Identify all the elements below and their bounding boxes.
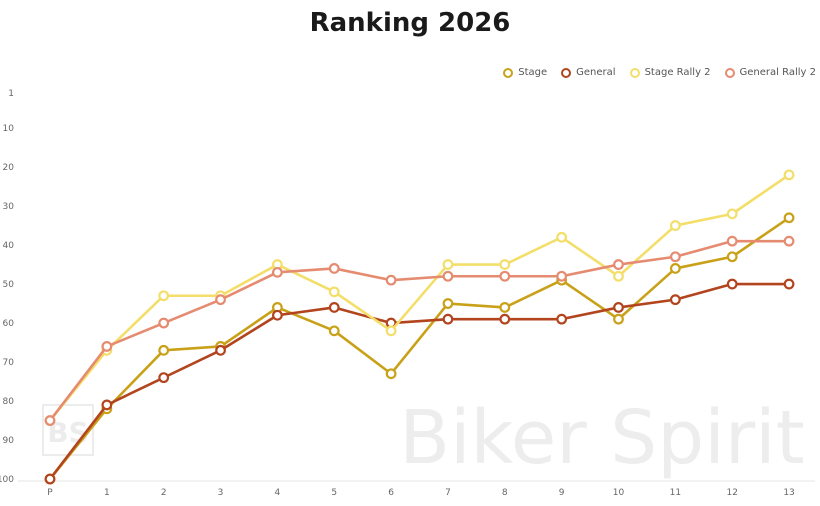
data-point[interactable] (385, 274, 397, 286)
data-point[interactable] (442, 259, 454, 270)
data-point[interactable] (613, 259, 624, 270)
legend-marker-icon (724, 67, 735, 78)
data-point[interactable] (556, 270, 568, 282)
data-point[interactable] (101, 341, 113, 352)
series-line (48, 173, 790, 422)
data-point[interactable] (499, 259, 511, 270)
data-point[interactable] (669, 294, 681, 306)
legend-label: Stage Rally 2 (644, 67, 711, 78)
data-point[interactable] (669, 251, 681, 263)
watermark-brand: Biker Spirit (399, 395, 805, 481)
y-tick-label: 60 (3, 319, 15, 329)
legend-item[interactable]: General (561, 67, 616, 78)
data-point[interactable] (328, 286, 340, 298)
y-tick-label: 80 (3, 397, 15, 407)
chart-title: Ranking 2026 (309, 8, 511, 38)
data-point[interactable] (442, 298, 454, 309)
y-tick-label: 100 (0, 475, 14, 485)
watermark: BS Biker Spirit (42, 395, 805, 481)
data-point[interactable] (726, 251, 738, 263)
data-point[interactable] (499, 302, 511, 313)
data-point[interactable] (613, 313, 624, 325)
data-point[interactable] (158, 372, 170, 384)
y-tick-label: 40 (3, 241, 15, 251)
y-tick-label: 10 (3, 124, 15, 134)
data-point[interactable] (272, 266, 283, 278)
data-point[interactable] (44, 415, 56, 426)
data-point[interactable] (669, 220, 681, 231)
data-point[interactable] (499, 313, 511, 325)
data-point[interactable] (783, 212, 795, 224)
data-point[interactable] (215, 294, 226, 306)
data-point[interactable] (726, 278, 738, 290)
x-tick-label: P (47, 488, 53, 498)
y-tick-label: 90 (3, 436, 15, 446)
data-point[interactable] (385, 325, 397, 337)
data-point[interactable] (328, 302, 340, 313)
y-tick-label: 30 (3, 202, 15, 212)
data-point[interactable] (499, 270, 511, 282)
data-point[interactable] (442, 270, 454, 282)
data-point[interactable] (613, 302, 624, 313)
x-tick-label: 2 (161, 488, 167, 498)
legend-label: Stage (518, 67, 548, 78)
x-tick-label: 10 (613, 488, 625, 498)
y-tick-label: 70 (3, 358, 15, 368)
x-tick-label: 13 (783, 488, 794, 498)
data-point[interactable] (328, 325, 340, 337)
data-point[interactable] (272, 309, 283, 321)
data-point[interactable] (101, 399, 113, 411)
legend-item[interactable]: Stage (503, 67, 547, 78)
data-point[interactable] (328, 263, 340, 274)
legend-item[interactable]: General Rally 2 (724, 67, 816, 78)
legend-marker-icon (629, 67, 640, 78)
x-tick-label: 11 (670, 488, 681, 498)
series-general-rally-2 (44, 235, 795, 426)
chart-legend: Stage General Stage Rally 2 General Rally 2 (503, 67, 816, 78)
data-point[interactable] (783, 235, 795, 247)
data-point[interactable] (442, 313, 454, 325)
data-point[interactable] (613, 270, 624, 282)
legend-label: General Rally 2 (739, 67, 816, 78)
data-point[interactable] (669, 263, 681, 274)
x-tick-label: 12 (726, 488, 737, 498)
legend-marker-icon (503, 67, 514, 78)
x-tick-label: 7 (445, 488, 451, 498)
y-tick-label: 50 (3, 280, 15, 290)
data-point[interactable] (556, 313, 568, 325)
x-tick-label: 9 (559, 488, 565, 498)
data-point[interactable] (44, 473, 56, 485)
data-point[interactable] (158, 317, 170, 329)
data-point[interactable] (783, 278, 795, 290)
series-line (48, 216, 790, 480)
legend-marker-icon (561, 67, 572, 78)
x-tick-label: 6 (388, 488, 394, 498)
series-line (48, 239, 790, 422)
x-tick-label: 3 (218, 488, 224, 498)
data-point[interactable] (158, 344, 170, 356)
series-line (48, 282, 790, 480)
x-tick-label: 4 (275, 488, 281, 498)
legend-label: General (576, 67, 616, 78)
data-point[interactable] (726, 235, 738, 247)
x-tick-label: 1 (104, 488, 110, 498)
data-point[interactable] (158, 290, 170, 302)
data-point[interactable] (783, 169, 795, 181)
series-stage-rally-2 (44, 169, 795, 426)
x-tick-label: 5 (331, 488, 337, 498)
data-point[interactable] (215, 344, 226, 356)
data-point[interactable] (556, 231, 568, 243)
x-tick-label: 8 (502, 488, 508, 498)
data-point[interactable] (385, 368, 397, 380)
data-point[interactable] (726, 208, 738, 220)
legend-item[interactable]: Stage Rally 2 (629, 67, 711, 78)
y-tick-label: 20 (3, 163, 15, 173)
y-tick-label: 1 (8, 89, 14, 99)
series-general (44, 278, 795, 485)
